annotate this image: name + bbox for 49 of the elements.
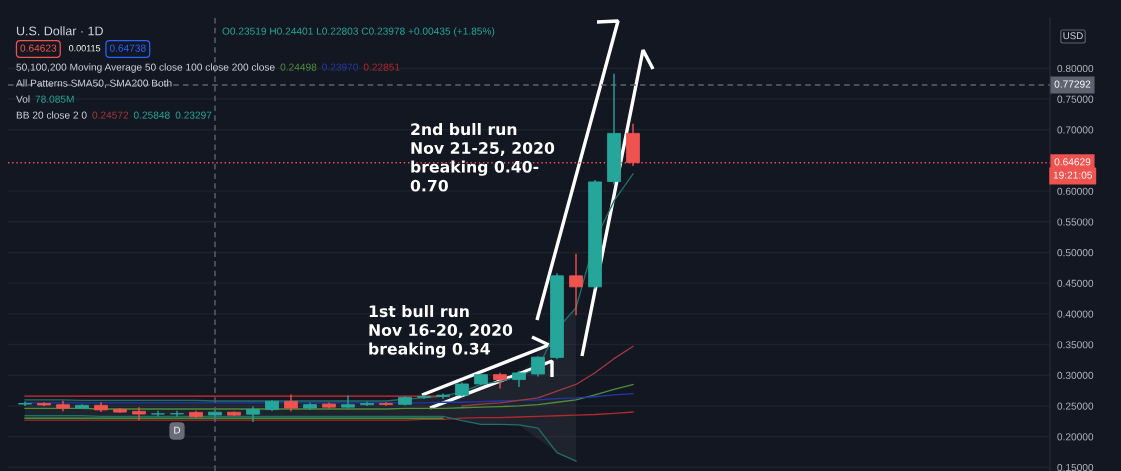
candlestick — [18, 401, 32, 407]
annotation: 0.24572 — [92, 111, 129, 119]
y-tick-label: 0.70000 — [1057, 126, 1094, 134]
y-tick-label: 0.30000 — [1057, 371, 1094, 380]
y-tick-label: 0.75000 — [1057, 95, 1094, 103]
candlestick — [170, 410, 184, 417]
y-tick-label: 0.35000 — [1057, 341, 1094, 349]
candlestick — [132, 407, 146, 421]
candlestick — [360, 401, 374, 407]
annotation: 1st bull run Nov 16-20, 2020 breaking 0.34 — [369, 305, 513, 358]
candlestick — [493, 372, 507, 389]
candlestick — [569, 253, 583, 316]
candlestick — [531, 356, 545, 377]
y-axis-title: USD — [1063, 32, 1083, 40]
annotation: 0.23297 — [175, 111, 212, 119]
candlestick — [417, 394, 431, 399]
annotation: 0.64738 — [109, 44, 146, 52]
y-tick-label: 0.60000 — [1057, 187, 1094, 195]
candlestick — [246, 406, 260, 422]
annotation: 0.24498 — [280, 63, 317, 71]
annotation: BB 20 close 2 0 — [16, 111, 87, 119]
annotation: 0.64623 — [20, 44, 57, 52]
y-tick-label: 0.55000 — [1057, 218, 1094, 226]
candlestick — [436, 393, 450, 399]
annotation: 0.23970 — [322, 63, 358, 71]
candlestick — [151, 410, 165, 417]
candlestick — [379, 402, 393, 406]
y-tick-label: 0.25000 — [1057, 402, 1094, 410]
annotation: 0.22851 — [363, 63, 400, 71]
text: U.S. Dollar · 1D — [16, 26, 103, 36]
y-tick-label: 0.40000 — [1057, 310, 1094, 318]
y-tick-label: 0.80000 — [1057, 64, 1094, 73]
ref-line-label: 0.77292 — [1054, 80, 1091, 88]
y-tick-label: 0.50000 — [1057, 249, 1094, 257]
text: 19:21:05 — [1053, 171, 1093, 179]
annotation: 2nd bull run Nov 21-25, 2020 breaking 0.40- 0.70 — [410, 123, 555, 192]
ref-line-label: 0.64629 — [1054, 158, 1091, 166]
y-tick-label: 0.20000 — [1057, 433, 1094, 441]
annotation: 0.25848 — [133, 111, 170, 119]
candlestick — [341, 395, 355, 409]
y-tick-label: 0.45000 — [1057, 279, 1094, 287]
annotation: 0.00115 — [68, 45, 101, 52]
annotation: 78.085M — [35, 95, 74, 103]
y-tick-label: 0.15000 — [1057, 463, 1094, 471]
annotation: Vol — [16, 95, 30, 103]
annotation: All Patterns SMA50, SMA200 Both — [16, 79, 172, 88]
annotation: O0.23519 H0.24401 L0.22803 C0.23978 +0.00435 (+1.85%) — [222, 27, 495, 37]
annotation: 50,100,200 Moving Average 50 close 100 close 200 close — [16, 63, 275, 73]
annotation: D — [174, 426, 181, 434]
